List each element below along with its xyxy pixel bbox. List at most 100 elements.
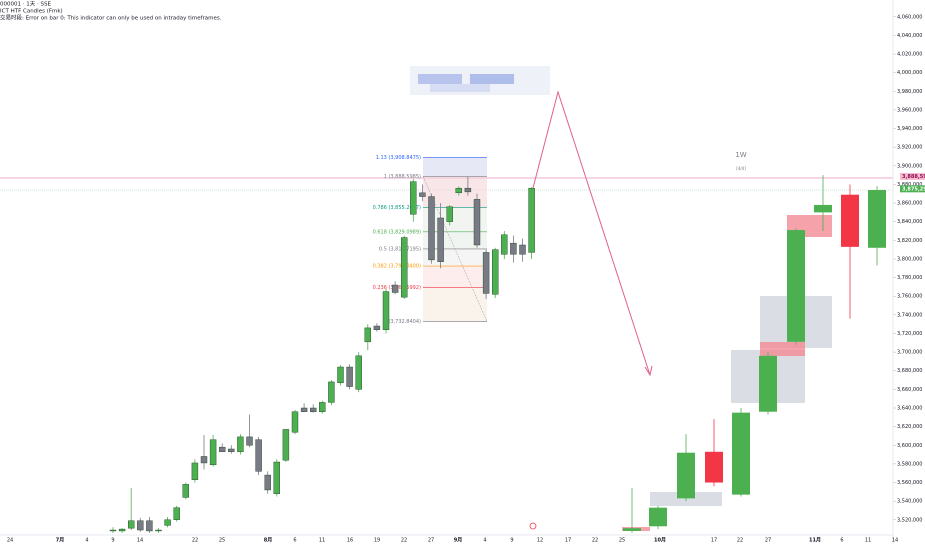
fib-label: 0.786 (3,855.2637): [373, 205, 421, 211]
x-tick-label: 17: [565, 538, 571, 544]
y-tick-label: 3,680,000: [897, 368, 922, 374]
candle-body: [246, 436, 253, 446]
candle-body: [273, 461, 280, 494]
x-tick-label: 19: [374, 538, 380, 544]
y-tick-label: 3,860,000: [897, 201, 922, 207]
candle-body: [437, 217, 444, 262]
indicator-error: 交易时段: Error on bar 0: This indicator can…: [0, 14, 222, 22]
projection-arrow: [532, 90, 651, 376]
x-tick-label: 9: [510, 538, 513, 544]
y-tick-label: 3,760,000: [897, 294, 922, 300]
x-tick-label: 11月: [809, 537, 821, 544]
ob-box: [760, 342, 805, 356]
fib-label: 0.618 (3,829.0989): [373, 229, 421, 235]
candle-body: [200, 456, 208, 464]
candle-body: [255, 439, 262, 472]
fib-label: 0.382 (3,792.3400): [373, 264, 421, 270]
y-tick-label: 3,700,000: [897, 350, 922, 356]
y-tick-label: 3,580,000: [897, 461, 922, 467]
arrow-head: [644, 365, 653, 377]
candle-body: [209, 439, 217, 466]
candle-body: [677, 452, 695, 499]
candle-body: [137, 520, 144, 531]
candle-body: [391, 284, 399, 293]
candle-body: [649, 507, 667, 527]
y-tick-label: 3,820,000: [897, 238, 922, 244]
candle-body: [868, 190, 886, 248]
candle-body: [510, 242, 517, 255]
x-tick-label: 9: [111, 538, 114, 544]
y-tick-label: 3,940,000: [897, 126, 922, 132]
y-tick-label: 3,740,000: [897, 312, 922, 318]
event-icon: [529, 522, 537, 530]
price-tag-label: 3,888,590: [902, 174, 925, 180]
x-tick-label: 6: [840, 538, 843, 544]
y-tick-label: 3,960,000: [897, 107, 922, 113]
candle-body: [109, 529, 117, 532]
candle-body: [410, 181, 417, 215]
candle-body: [264, 474, 271, 491]
x-tick-label: 14: [137, 538, 143, 544]
y-tick-label: 4,020,000: [897, 52, 922, 58]
candle-body: [623, 528, 641, 531]
candle-body: [355, 355, 362, 390]
candle-body: [401, 237, 408, 298]
candle-body: [346, 366, 353, 387]
x-tick-label: 24: [7, 538, 13, 544]
candle-body: [127, 520, 135, 529]
candle-body: [191, 462, 199, 480]
price-tag-label: 3,875,290: [902, 186, 925, 192]
x-tick-label: 7月: [56, 537, 64, 544]
price-tag: [900, 185, 925, 193]
x-tick-label: 4: [483, 538, 486, 544]
candle-body: [237, 436, 244, 452]
blurred-area: [430, 84, 490, 92]
candle-body: [473, 199, 481, 246]
indicator-name: ICT HTF Candles (Fmk): [0, 9, 63, 15]
y-tick-label: 3,660,000: [897, 387, 922, 393]
candle-body: [218, 446, 226, 452]
candle-body: [419, 192, 426, 197]
candle-body: [455, 187, 462, 194]
x-tick-label: 22: [592, 538, 598, 544]
y-tick-label: 3,980,000: [897, 89, 922, 95]
htf-sublabel: [4/4]: [736, 166, 746, 171]
candle-body: [841, 194, 859, 247]
candle-body: [787, 230, 805, 342]
x-tick-label: 25: [219, 538, 225, 544]
symbol-info: 000001 · 1天 · SSE: [0, 1, 51, 8]
candle-body: [155, 529, 162, 532]
candle-body: [291, 411, 299, 433]
htf-label: 1W: [735, 151, 746, 159]
candle-body: [705, 451, 723, 483]
candle-body: [382, 291, 390, 330]
x-tick-label: 22: [192, 538, 198, 544]
candle-body: [173, 507, 180, 520]
candle-body: [328, 381, 335, 403]
y-tick-label: 3,920,000: [897, 145, 922, 151]
blurred-area: [470, 74, 514, 84]
x-tick-label: 27: [765, 538, 771, 544]
candle-body: [501, 234, 508, 255]
candle-body: [519, 244, 526, 255]
candle-body: [118, 528, 126, 532]
y-tick-label: 3,780,000: [897, 275, 922, 281]
y-tick-label: 3,840,000: [897, 219, 922, 225]
candle-body: [492, 249, 499, 295]
candle-body: [146, 520, 153, 532]
x-tick-label: 11: [319, 538, 325, 544]
x-tick-label: 22: [401, 538, 407, 544]
x-tick-label: 27: [428, 538, 434, 544]
y-tick-label: 3,880,000: [897, 182, 922, 188]
x-tick-label: 12: [537, 538, 543, 544]
x-tick-label: 25: [619, 538, 625, 544]
fib-zone: [423, 266, 487, 288]
x-tick-label: 6: [293, 538, 296, 544]
candle-body: [182, 484, 190, 498]
y-tick-label: 3,520,000: [897, 517, 922, 523]
candle-body: [814, 204, 832, 213]
x-tick-label: 8月: [264, 537, 272, 544]
candle-body: [364, 327, 371, 343]
y-tick-label: 3,540,000: [897, 499, 922, 505]
y-tick-label: 4,040,000: [897, 33, 922, 39]
